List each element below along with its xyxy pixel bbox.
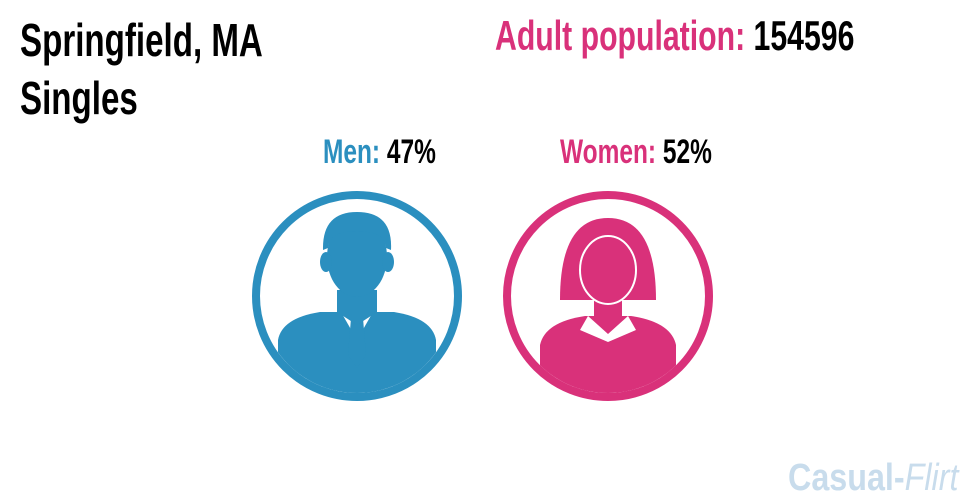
title-group: Springfield, MA Singles <box>20 16 263 124</box>
population: Adult population: 154596 <box>495 12 854 59</box>
watermark-part1: Casual <box>788 457 894 499</box>
men-icon <box>252 191 462 401</box>
men-value: 47% <box>387 133 436 171</box>
watermark: Casual-Flirt <box>788 457 960 499</box>
watermark-separator: - <box>894 457 905 499</box>
men-label: Men: <box>323 133 380 171</box>
men-stat: Men: 47% <box>323 133 436 171</box>
watermark-part2: Flirt <box>905 457 960 499</box>
title: Springfield, MA <box>20 16 263 66</box>
women-value: 52% <box>663 133 712 171</box>
women-label: Women: <box>560 133 656 171</box>
women-stat: Women: 52% <box>560 133 712 171</box>
subtitle: Singles <box>20 74 138 124</box>
population-value: 154596 <box>754 12 855 59</box>
population-label: Adult population: <box>495 12 745 59</box>
women-icon <box>503 191 713 401</box>
